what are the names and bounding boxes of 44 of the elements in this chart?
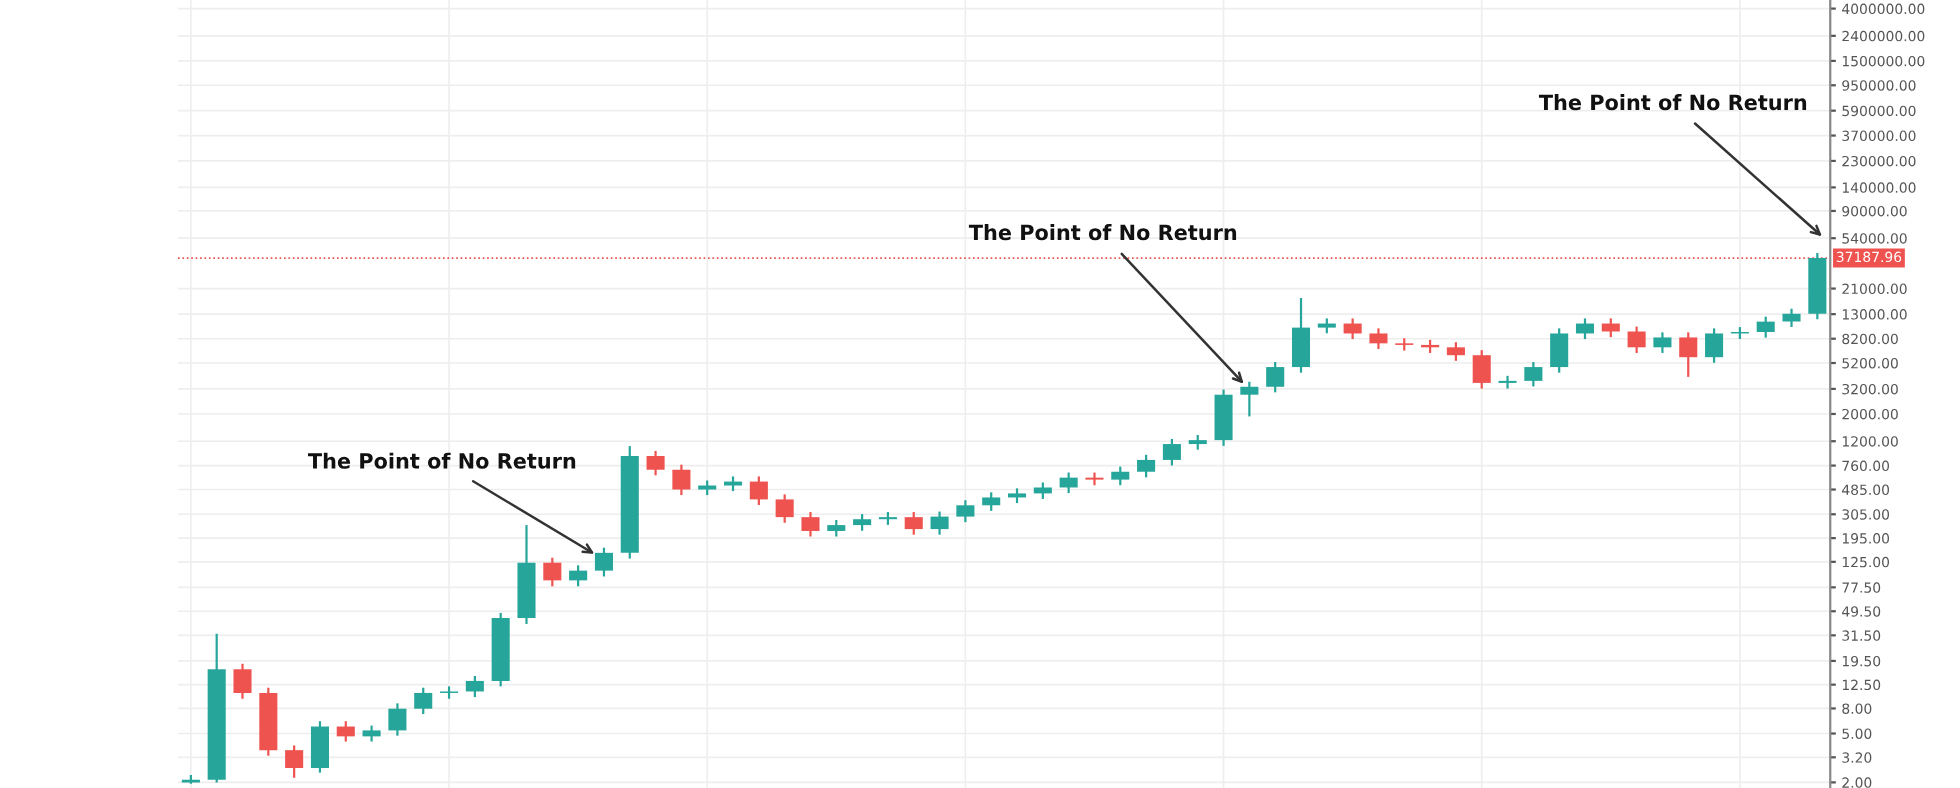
candlestick (1498, 374, 1517, 390)
candlestick (1705, 327, 1724, 364)
candlestick (1627, 325, 1646, 355)
candlestick (1575, 317, 1595, 341)
candlestick (672, 463, 691, 497)
candlestick (1524, 360, 1543, 388)
candlestick (1446, 341, 1465, 362)
candlestick (569, 564, 588, 588)
candlestick (801, 510, 820, 538)
candlestick (1291, 296, 1311, 374)
candlestick (285, 744, 304, 779)
candlestick (414, 686, 433, 716)
candlestick (1240, 380, 1259, 418)
candlestick (336, 720, 355, 743)
annotation: The Point of No Return (968, 224, 1237, 241)
candlestick (930, 510, 949, 536)
candlestick (1343, 317, 1362, 341)
candlestick (1472, 349, 1491, 390)
candlestick (982, 491, 1001, 512)
candlestick (1679, 331, 1698, 378)
candlestick (1085, 471, 1104, 487)
candlestick (1550, 327, 1569, 374)
candlestick (749, 475, 768, 507)
candlestick (1137, 453, 1156, 479)
candlestick (1162, 437, 1181, 467)
annotation: The Point of No Return (1538, 94, 1807, 111)
candlestick (904, 510, 923, 536)
candlestick (1369, 327, 1388, 351)
candlestick (233, 662, 252, 700)
candlestick (310, 720, 329, 774)
candlestick (1756, 315, 1775, 339)
candlestick (388, 702, 407, 737)
candlestick (646, 449, 665, 477)
candlestick (465, 674, 484, 699)
candlestick (775, 493, 794, 524)
candlestick (1653, 331, 1672, 355)
candlestick (543, 556, 562, 588)
candlestick (1214, 388, 1233, 447)
candlestick (1059, 471, 1078, 495)
candlestick (956, 499, 975, 524)
annotation: The Point of No Return (307, 452, 576, 469)
candlestick (1782, 307, 1801, 329)
candlestick (1266, 360, 1285, 394)
candlestick (1111, 465, 1130, 487)
